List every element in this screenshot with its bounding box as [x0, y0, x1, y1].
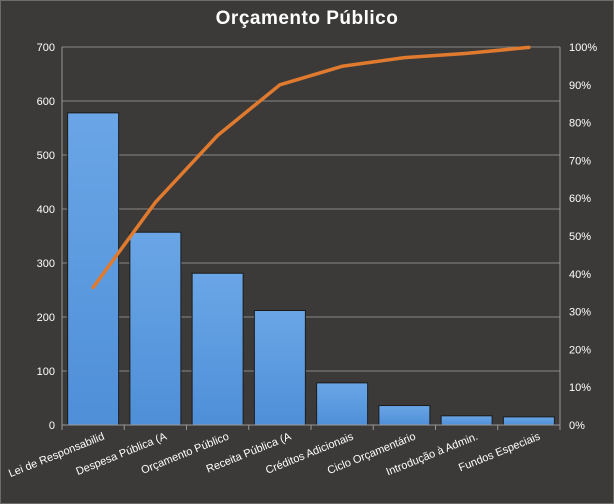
y-right-tick-label: 20%: [569, 344, 591, 356]
y-left-tick-label: 600: [37, 96, 55, 108]
line-point: [91, 285, 95, 289]
y-right-tick-label: 10%: [569, 382, 591, 394]
y-right-tick-label: 50%: [569, 231, 591, 243]
line-point: [465, 51, 469, 55]
bar: [253, 310, 306, 426]
bars: [67, 112, 555, 426]
y-left-tick-label: 400: [37, 204, 55, 216]
bar: [378, 405, 431, 426]
cumulative-percentage-line: [91, 45, 531, 290]
y-right-tick-label: 60%: [569, 193, 591, 205]
y-right-tick-label: 0%: [569, 420, 585, 432]
cumulative-line: [91, 45, 531, 290]
bar: [316, 382, 369, 426]
line-point: [216, 133, 220, 137]
y-left-tick-label: 300: [37, 258, 55, 270]
y-right-tick-label: 100%: [569, 42, 597, 54]
y-right-tick-label: 40%: [569, 269, 591, 281]
y-right-tick-label: 30%: [569, 307, 591, 319]
bar: [502, 416, 555, 426]
y-left-tick-label: 700: [37, 42, 55, 54]
bar: [191, 272, 244, 426]
line-point: [402, 56, 406, 60]
chart-title: Orçamento Público: [215, 8, 399, 29]
bar: [129, 231, 182, 426]
y-left-tick-label: 100: [37, 366, 55, 378]
line-point: [340, 64, 344, 68]
line-point: [278, 83, 282, 87]
y-right-tick-label: 70%: [569, 155, 591, 167]
y-right-tick-label: 90%: [569, 80, 591, 92]
gridlines: [62, 46, 560, 426]
y-right-tick-label: 80%: [569, 118, 591, 130]
bar: [440, 415, 493, 426]
y-left-tick-label: 200: [37, 312, 55, 324]
y-left-tick-label: 0: [49, 420, 55, 432]
bar: [67, 112, 120, 426]
line-point: [153, 200, 157, 204]
line-point: [527, 45, 531, 49]
axes: [61, 47, 561, 430]
y-left-tick-label: 500: [37, 150, 55, 162]
